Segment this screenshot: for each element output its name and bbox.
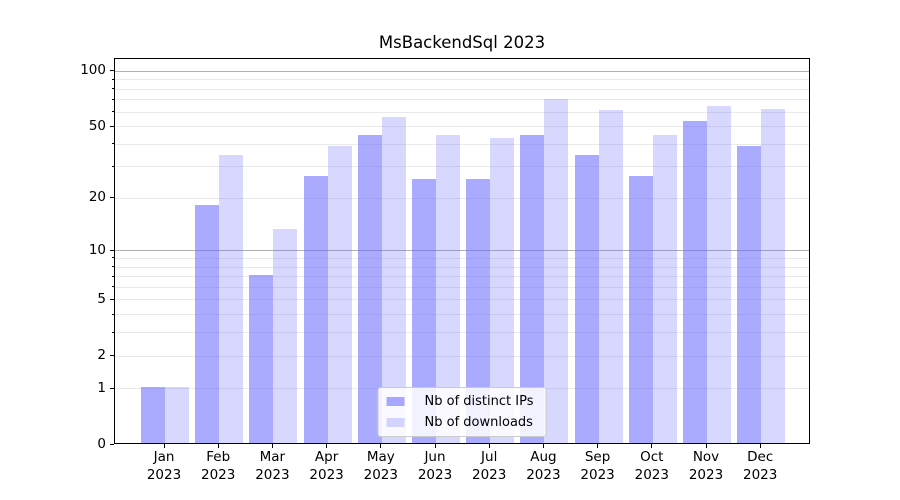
bar-distinct-ips-oct <box>628 176 653 443</box>
gridline-70 <box>115 99 809 101</box>
x-tick-label-nov: Nov 2023 <box>688 449 724 483</box>
plot-area: Nb of distinct IPs Nb of downloads <box>114 58 810 444</box>
gridline-100 <box>115 70 809 72</box>
y-tick-10 <box>110 249 114 251</box>
gridline-60 <box>115 111 809 113</box>
gridline-5 <box>115 299 809 301</box>
y-tick-50 <box>110 125 114 127</box>
bar-distinct-ips-nov <box>683 121 707 443</box>
y-tick-100 <box>110 70 114 72</box>
x-tick-jan <box>163 444 165 448</box>
bar-downloads-mar <box>273 229 298 443</box>
x-tick-feb <box>217 444 219 448</box>
x-tick-label-oct: Oct 2023 <box>634 449 669 483</box>
bar-distinct-ips-feb <box>195 204 220 443</box>
gridline-20 <box>115 197 809 199</box>
y-tick-label-0: 0 <box>97 436 106 452</box>
bar-distinct-ips-jan <box>141 386 165 443</box>
y-tick-label-100: 100 <box>80 62 106 79</box>
y-tick-label-2: 2 <box>97 347 106 363</box>
y-tick-20 <box>110 197 114 199</box>
x-tick-mar <box>271 444 273 448</box>
bar-downloads-aug <box>544 98 569 443</box>
y-minor-tick-90 <box>112 78 114 80</box>
gridline-80 <box>115 88 809 90</box>
y-minor-tick-8 <box>112 266 114 268</box>
x-tick-jul <box>488 444 490 448</box>
y-tick-label-5: 5 <box>97 290 106 307</box>
gridline-90 <box>115 79 809 81</box>
bar-downloads-oct <box>652 134 677 443</box>
y-tick-2 <box>110 355 114 356</box>
x-tick-label-apr: Apr 2023 <box>309 449 344 483</box>
legend-item-distinct-ips: Nb of distinct IPs <box>386 393 534 410</box>
y-minor-tick-80 <box>112 88 114 90</box>
y-minor-tick-4 <box>112 313 114 315</box>
x-tick-may <box>380 444 382 448</box>
gridline-10 <box>115 250 809 252</box>
x-tick-label-aug: Aug 2023 <box>526 449 561 483</box>
x-tick-dec <box>759 444 761 448</box>
y-tick-label-1: 1 <box>97 379 106 396</box>
bar-distinct-ips-apr <box>303 176 328 443</box>
bar-distinct-ips-mar <box>249 274 274 443</box>
legend-label-downloads: Nb of downloads <box>424 415 533 430</box>
gridline-6 <box>115 286 809 288</box>
x-tick-label-jul: Jul 2023 <box>472 449 507 483</box>
x-tick-label-dec: Dec 2023 <box>743 449 778 483</box>
legend-swatch-distinct-ips <box>386 397 405 406</box>
x-tick-sep <box>597 444 599 448</box>
x-tick-jun <box>434 444 436 448</box>
y-minor-tick-30 <box>112 165 114 167</box>
x-tick-apr <box>326 444 328 448</box>
bar-distinct-ips-dec <box>737 146 762 443</box>
bar-downloads-nov <box>707 106 731 443</box>
bar-distinct-ips-sep <box>574 155 599 443</box>
x-tick-label-mar: Mar 2023 <box>255 449 290 483</box>
gridline-8 <box>115 266 809 268</box>
gridline-4 <box>115 314 809 316</box>
x-tick-label-jan: Jan 2023 <box>146 449 182 483</box>
gridline-2 <box>115 355 809 357</box>
x-tick-oct <box>651 444 653 448</box>
y-minor-tick-60 <box>112 111 114 113</box>
y-minor-tick-7 <box>112 275 114 277</box>
bar-downloads-apr <box>327 146 352 443</box>
gridline-50 <box>115 126 809 128</box>
gridline-40 <box>115 143 809 145</box>
legend-swatch-downloads <box>386 418 405 427</box>
y-tick-1 <box>110 387 114 389</box>
y-tick-label-10: 10 <box>88 241 106 258</box>
x-tick-label-sep: Sep 2023 <box>580 449 615 483</box>
y-minor-tick-9 <box>112 257 114 259</box>
y-tick-label-20: 20 <box>88 189 106 206</box>
bar-downloads-feb <box>219 155 244 443</box>
x-tick-aug <box>542 444 544 448</box>
x-tick-label-may: May 2023 <box>363 449 398 483</box>
gridline-30 <box>115 166 809 168</box>
chart-title: MsBackendSql 2023 <box>378 33 546 52</box>
gridline-7 <box>115 276 809 278</box>
y-minor-tick-6 <box>112 286 114 288</box>
gridline-3 <box>115 332 809 334</box>
x-tick-nov <box>705 444 707 448</box>
y-minor-tick-70 <box>112 98 114 100</box>
y-tick-0 <box>110 444 114 445</box>
x-tick-label-feb: Feb 2023 <box>201 449 236 483</box>
y-tick-label-50: 50 <box>88 117 106 134</box>
x-tick-label-jun: Jun 2023 <box>417 449 453 483</box>
gridline-9 <box>115 257 809 259</box>
bar-downloads-sep <box>598 110 623 443</box>
bar-downloads-dec <box>761 108 786 443</box>
legend: Nb of distinct IPs Nb of downloads <box>377 387 547 437</box>
y-tick-5 <box>110 298 114 300</box>
y-minor-tick-3 <box>112 331 114 333</box>
legend-label-distinct-ips: Nb of distinct IPs <box>424 394 534 409</box>
bar-downloads-jan <box>165 386 189 443</box>
y-minor-tick-40 <box>112 143 114 145</box>
legend-item-downloads: Nb of downloads <box>386 414 534 431</box>
